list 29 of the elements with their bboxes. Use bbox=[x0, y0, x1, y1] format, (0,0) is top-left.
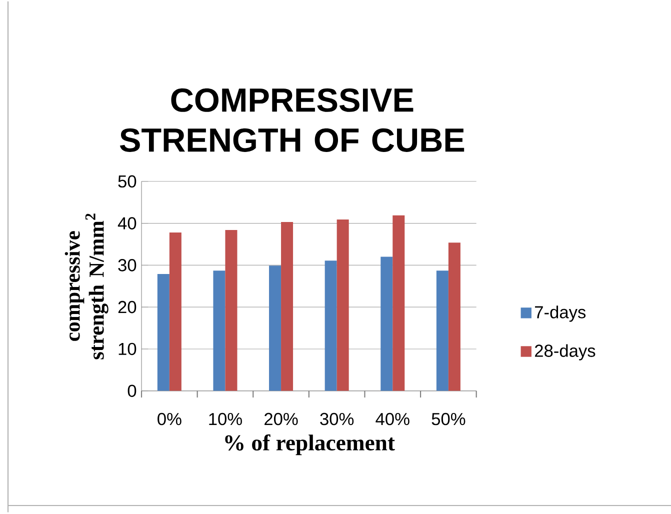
legend-label: 7-days bbox=[535, 306, 586, 322]
chart-title: COMPRESSIVE STRENGTH OF CUBE bbox=[120, 88, 464, 152]
y-tick-label: 50 bbox=[118, 175, 136, 188]
y-axis-title: compressive strength N/mm$^{2}$ bbox=[64, 214, 108, 360]
bar bbox=[448, 242, 460, 392]
bar bbox=[324, 260, 337, 392]
bar bbox=[225, 230, 238, 392]
bar bbox=[213, 270, 226, 392]
bar bbox=[157, 274, 170, 392]
bar bbox=[169, 232, 182, 392]
x-tick-label: 10% bbox=[209, 413, 242, 426]
x-tick-label: 30% bbox=[320, 413, 354, 426]
bar bbox=[380, 257, 393, 392]
x-tick-label: 40% bbox=[376, 413, 410, 426]
x-axis-title: % of replacement bbox=[225, 434, 395, 456]
y-tick-label: 0 bbox=[128, 384, 136, 398]
x-tick-label: 20% bbox=[264, 413, 298, 426]
y-tick-label: 30 bbox=[118, 259, 136, 272]
bar bbox=[436, 270, 448, 392]
y-tick-label: 20 bbox=[118, 301, 136, 314]
bar bbox=[336, 220, 349, 392]
x-tick-label: 50% bbox=[432, 413, 466, 426]
bar bbox=[269, 266, 282, 392]
y-tick-label: 10 bbox=[118, 343, 136, 356]
bar bbox=[392, 216, 405, 392]
legend-label: 28-days bbox=[535, 344, 596, 361]
x-tick-label: 0% bbox=[158, 413, 182, 426]
y-tick-label: 40 bbox=[118, 217, 136, 230]
bar bbox=[281, 222, 294, 392]
